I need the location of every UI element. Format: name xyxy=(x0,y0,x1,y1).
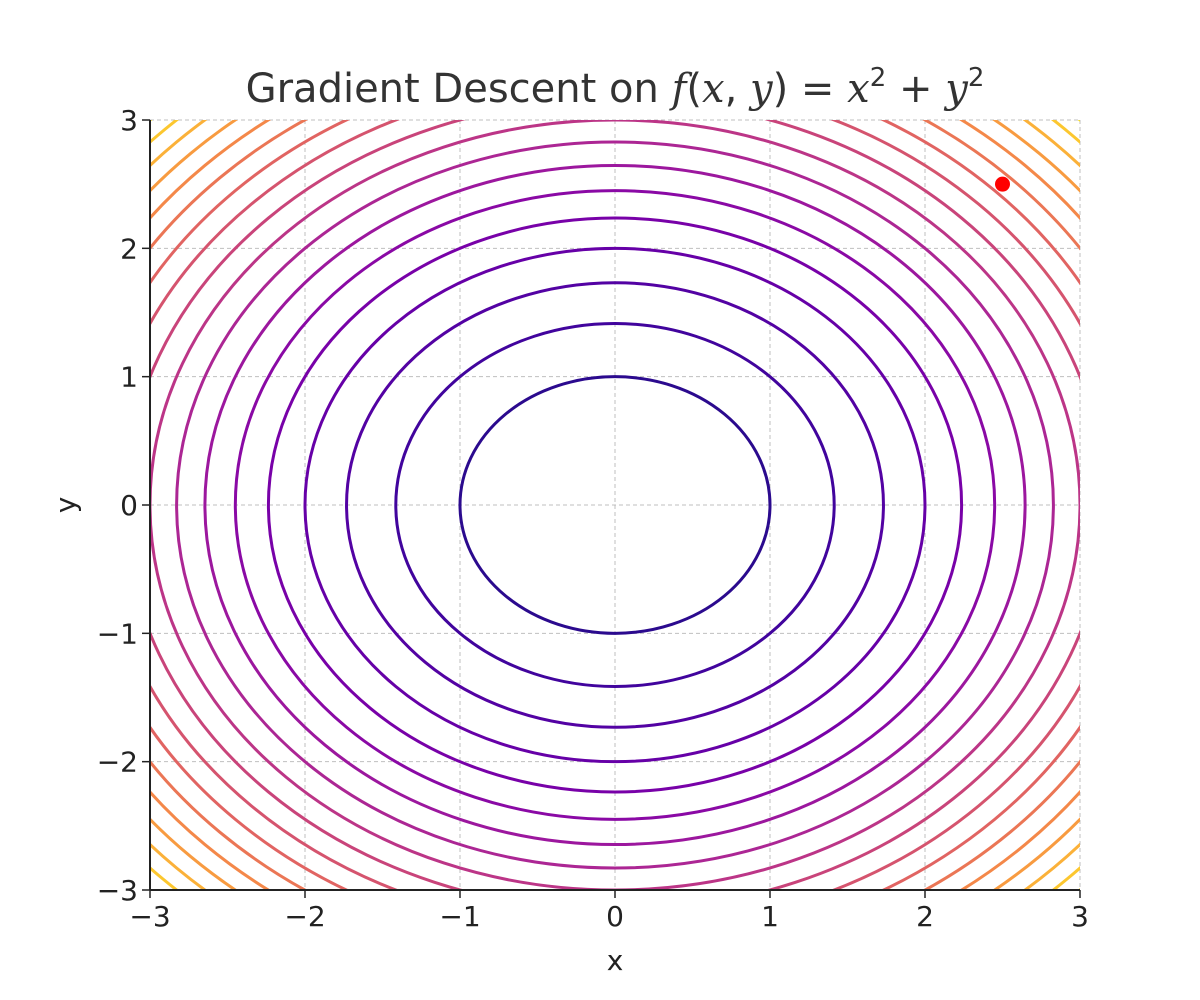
x-tick-label--3: −3 xyxy=(129,900,170,933)
contour-level-8 xyxy=(175,140,1055,870)
title-plus: + xyxy=(886,66,945,112)
contour-level-7 xyxy=(203,163,1027,847)
title-comma: , xyxy=(725,66,750,112)
title-x-term: x xyxy=(847,66,870,112)
marker-point-0 xyxy=(995,176,1010,192)
x-tick-label--2: −2 xyxy=(284,900,325,933)
marker-points xyxy=(995,176,1010,192)
contour-level-15 xyxy=(150,120,1080,890)
y-tick-label-0: 0 xyxy=(120,489,138,522)
y-tick-label-2: 2 xyxy=(120,232,138,265)
contour-level-1 xyxy=(458,375,772,635)
x-tick-label-2: 2 xyxy=(916,900,934,933)
ticks: −3 −2 −1 0 1 2 3 −3 −2 −1 0 1 2 3 xyxy=(97,104,1089,933)
title-equals: = xyxy=(788,66,847,112)
title-y: y xyxy=(748,66,774,112)
y-tick-label--2: −2 xyxy=(97,746,138,779)
x-tick-label-3: 3 xyxy=(1071,900,1089,933)
contour-level-2 xyxy=(394,322,836,688)
y-tick-label--1: −1 xyxy=(97,617,138,650)
contour-level-5 xyxy=(266,216,964,794)
contour-level-6 xyxy=(233,189,997,821)
x-tick-label--1: −1 xyxy=(439,900,480,933)
title-x-exponent: 2 xyxy=(870,63,887,93)
x-axis-label: x xyxy=(607,944,624,977)
title-y-term: y xyxy=(943,66,969,112)
y-tick-label-1: 1 xyxy=(120,361,138,394)
x-tick-label-0: 0 xyxy=(606,900,624,933)
y-tick-label--3: −3 xyxy=(97,874,138,907)
title-prefix: Gradient Descent on xyxy=(246,66,672,112)
y-axis-label: y xyxy=(49,497,82,514)
title-x: x xyxy=(702,66,725,112)
y-tick-label-3: 3 xyxy=(120,104,138,137)
title-y-exponent: 2 xyxy=(968,63,985,93)
contour-level-4 xyxy=(303,246,927,764)
title-close-paren: ) xyxy=(773,66,789,112)
title-open-paren: ( xyxy=(686,66,702,112)
grid xyxy=(150,119,1081,890)
chart-title: Gradient Descent on f(x, y) = x2 + y2 xyxy=(246,63,985,112)
contour-level-3 xyxy=(345,281,885,729)
x-tick-label-1: 1 xyxy=(761,900,779,933)
